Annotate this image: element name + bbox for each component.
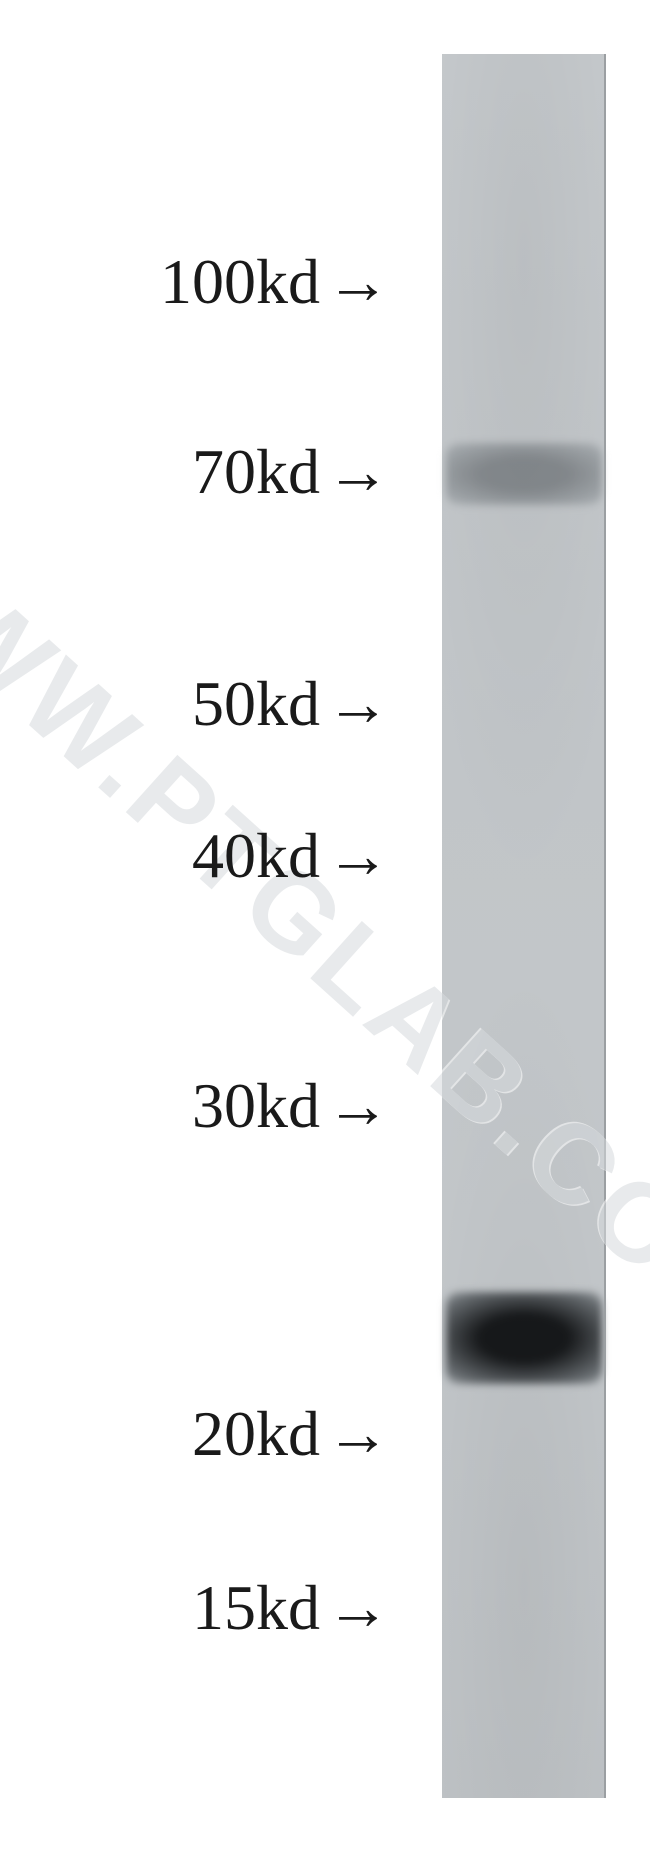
mw-marker: 15kd→ <box>0 1571 390 1645</box>
mw-marker-label: 100kd <box>160 245 320 319</box>
arrow-right-icon: → <box>326 250 390 314</box>
arrow-right-icon: → <box>326 440 390 504</box>
mw-marker-label: 50kd <box>192 667 320 741</box>
mw-marker: 50kd→ <box>0 667 390 741</box>
lane-shading <box>442 54 606 1798</box>
blot-lane <box>442 54 606 1798</box>
arrow-right-icon: → <box>326 1074 390 1138</box>
arrow-right-icon: → <box>326 1402 390 1466</box>
mw-marker-label: 70kd <box>192 435 320 509</box>
mw-marker-label: 40kd <box>192 819 320 893</box>
arrow-right-icon: → <box>326 672 390 736</box>
mw-marker: 30kd→ <box>0 1069 390 1143</box>
upper-faint-band <box>446 443 602 505</box>
arrow-right-icon: → <box>326 1576 390 1640</box>
lower-strong-band <box>446 1292 602 1384</box>
arrow-right-icon: → <box>326 824 390 888</box>
mw-marker-label: 15kd <box>192 1571 320 1645</box>
blot-figure: WWW.PTGLAB.COM 100kd→70kd→50kd→40kd→30kd… <box>0 0 650 1855</box>
mw-marker-label: 20kd <box>192 1397 320 1471</box>
mw-marker: 100kd→ <box>0 245 390 319</box>
mw-marker: 20kd→ <box>0 1397 390 1471</box>
mw-marker: 40kd→ <box>0 819 390 893</box>
mw-marker-label: 30kd <box>192 1069 320 1143</box>
mw-marker: 70kd→ <box>0 435 390 509</box>
